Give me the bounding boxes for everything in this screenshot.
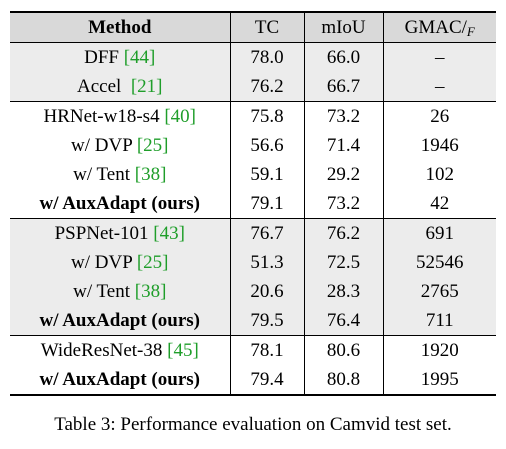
header-method: Method [10,11,231,43]
cell-miou: 71.4 [304,131,384,160]
cell-miou: 76.2 [304,218,384,248]
citation-link[interactable]: [43] [153,223,185,244]
cell-gmac: 711 [383,306,496,336]
citation-link[interactable]: [44] [123,47,156,68]
method-name: w/ DVP [71,252,137,273]
cell-tc: 79.5 [230,306,305,336]
cell-tc: 59.1 [230,160,305,189]
cell-miou: 66.0 [304,42,384,72]
results-table: Method TC mIoU GMAC/F DFF [44] 78.0 66.0– A… [10,11,496,396]
cell-method: w/ Tent [38] [10,160,231,189]
method-name: w/ Tent [73,164,135,185]
header-gmac-subscript: F [466,23,475,39]
cell-gmac: – [383,72,496,102]
method-name: PSPNet-101 [54,223,154,244]
method-name: Accel [77,76,131,97]
citation-link[interactable]: [25] [136,135,169,156]
cell-method: PSPNet-101 [43] [10,218,231,248]
cell-method: WideResNet-38 [45] [10,335,231,365]
cell-tc: 75.8 [230,101,305,131]
cell-tc: 56.6 [230,131,305,160]
cell-gmac: 1946 [420,135,459,156]
citation-link[interactable]: [45] [167,340,199,361]
cell-method: w/ AuxAdapt (ours) [10,306,231,336]
cell-tc: 20.6 [230,277,305,306]
table-row: w/ Tent [38] 20.6 28.3 2765 [10,277,496,306]
header-tc: TC [230,11,305,43]
cell-gmac: 1995 [383,365,496,396]
cell-miou: 80.6 [304,335,384,365]
table-row: HRNet-w18-s4 [40] 75.8 73.2 26 [10,101,496,131]
cell-method: w/ Tent [38] [10,277,231,306]
method-name: w/ AuxAdapt (ours) [39,310,200,331]
cell-gmac: 102 [425,164,455,185]
cell-miou: 66.7 [304,72,384,102]
citation-link[interactable]: [40] [164,106,196,127]
table-row: DFF [44] 78.0 66.0– [10,42,496,72]
table-row: WideResNet-38 [45] 78.1 80.6 1920 [10,335,496,365]
cell-miou: 80.8 [304,365,384,396]
cell-miou: 72.5 [304,248,384,277]
cell-miou: 29.2 [304,160,384,189]
cell-tc: 51.3 [230,248,305,277]
results-table-container: Method TC mIoU GMAC/F DFF [44] 78.0 66.0– A… [10,11,496,396]
method-name: w/ Tent [73,281,135,302]
cell-method: HRNet-w18-s4 [40] [10,101,231,131]
method-name: HRNet-w18-s4 [43,106,165,127]
cell-tc: 78.1 [230,335,305,365]
method-name: DFF [84,47,124,68]
citation-link[interactable]: [38] [134,164,167,185]
cell-miou: 76.4 [304,306,384,336]
header-gmac: GMAC/F [383,11,496,43]
cell-method: w/ AuxAdapt (ours) [10,189,231,219]
table-row: w/ Tent [38] 59.1 29.2 102 [10,160,496,189]
cell-method: w/ AuxAdapt (ours) [10,365,231,396]
cell-gmac: – [383,42,496,72]
method-name: w/ DVP [71,135,137,156]
method-name: w/ AuxAdapt (ours) [39,369,200,390]
table-row: w/ AuxAdapt (ours) 79.1 73.2 42 [10,189,496,219]
cell-method: DFF [44] [10,42,231,72]
table-row: w/ AuxAdapt (ours) 79.5 76.4 711 [10,306,496,336]
header-miou: mIoU [304,11,384,43]
cell-miou: 73.2 [304,101,384,131]
cell-gmac: 2765 [383,277,496,306]
caption-text: Performance evaluation on Camvid test se… [120,414,452,435]
table-row: w/ AuxAdapt (ours) 79.4 80.8 1995 [10,365,496,396]
cell-tc: 79.4 [230,365,305,396]
cell-gmac: 26 [383,101,496,131]
header-gmac-label: GMAC/ [404,16,467,38]
table-header-row: Method TC mIoU GMAC/F [10,11,496,43]
cell-method: Accel [21] [10,72,231,102]
cell-gmac: 691 [383,218,496,248]
caption-label: Table 3: [54,414,116,435]
cell-gmac: 42 [430,193,450,214]
method-name: WideResNet-38 [40,340,168,361]
citation-link[interactable]: [25] [136,252,169,273]
cell-method: w/ DVP [25] [10,248,231,277]
table-body: DFF [44] 78.0 66.0– Accel [21] 76.2 66.7– HRNe… [10,42,496,396]
citation-link[interactable]: [21] [130,76,163,97]
citation-link[interactable]: [38] [134,281,167,302]
cell-tc: 79.1 [230,189,305,219]
cell-tc: 78.0 [230,42,305,72]
table-row: PSPNet-101 [43] 76.7 76.2 691 [10,218,496,248]
table-row: w/ DVP [25] 51.3 72.5 52546 [10,248,496,277]
cell-gmac: 1920 [383,335,496,365]
method-name: w/ AuxAdapt (ours) [39,193,200,214]
cell-miou: 73.2 [304,189,384,219]
table-row: Accel [21] 76.2 66.7– [10,72,496,102]
table-caption: Table 3: Performance evaluation on Camvi… [0,414,506,436]
cell-tc: 76.7 [230,218,305,248]
cell-miou: 28.3 [304,277,384,306]
cell-tc: 76.2 [230,72,305,102]
cell-gmac: 52546 [383,248,496,277]
cell-method: w/ DVP [25] [10,131,231,160]
table-row: w/ DVP [25] 56.6 71.4 1946 [10,131,496,160]
